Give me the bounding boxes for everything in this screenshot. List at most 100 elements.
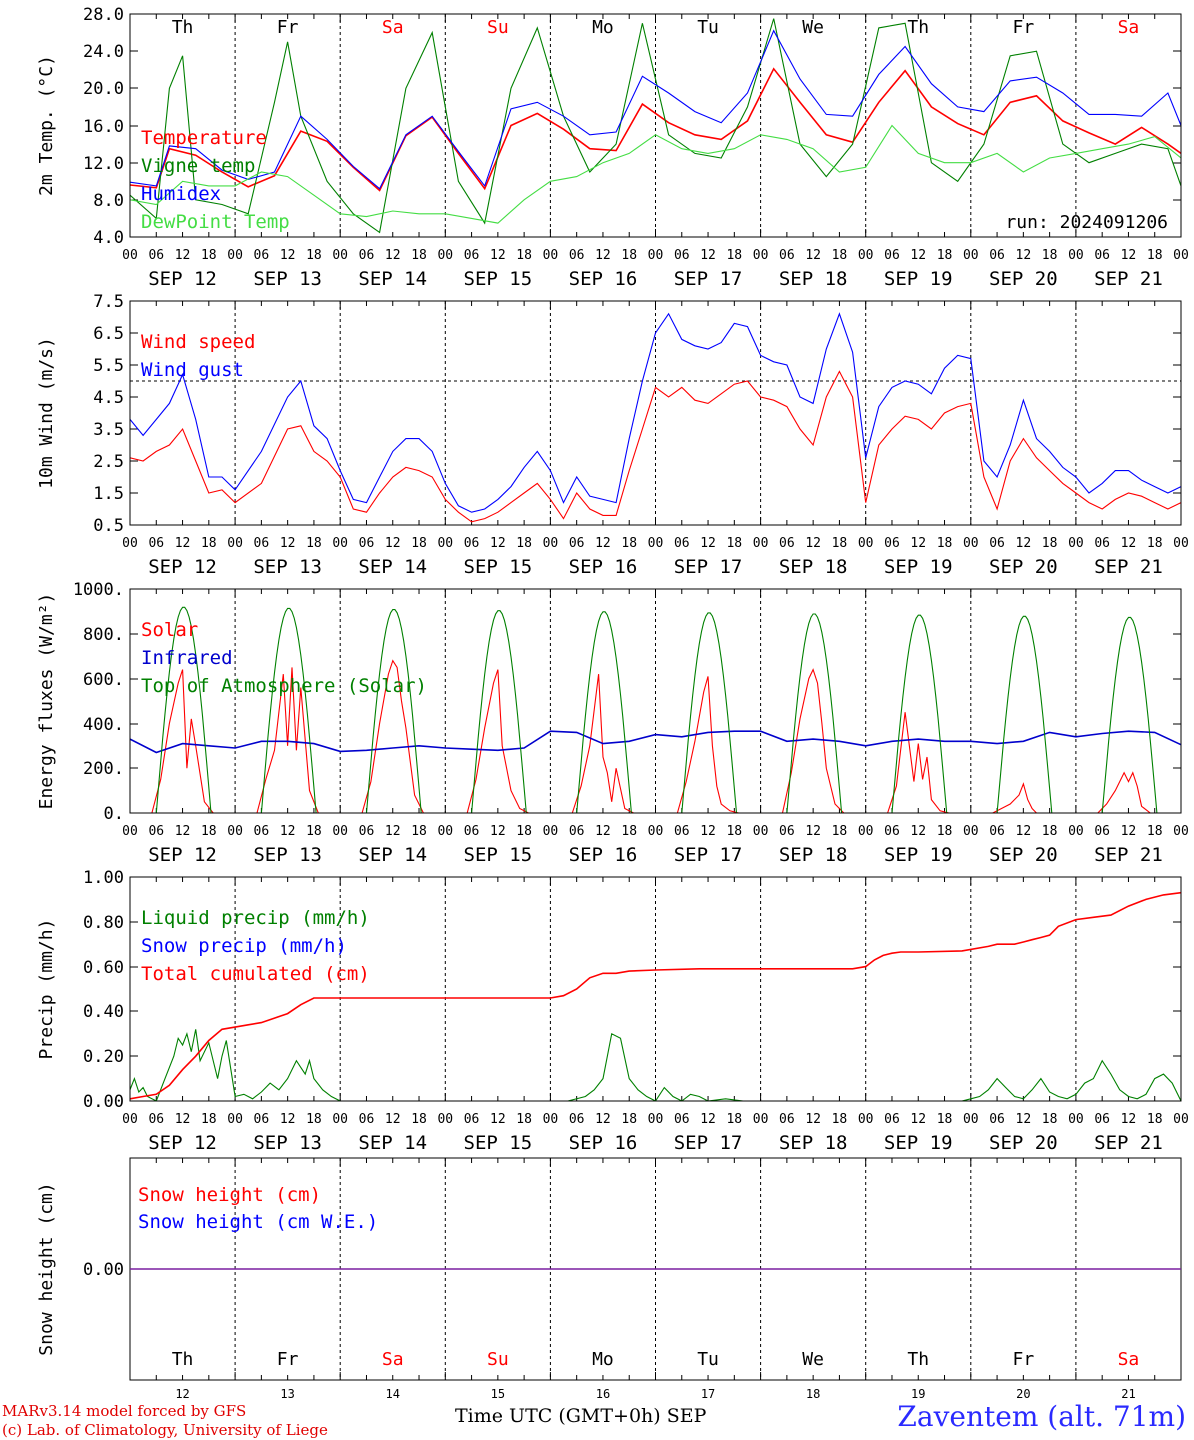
panel-frame bbox=[129, 300, 1182, 526]
hour-tick-label: 18 bbox=[1147, 1112, 1163, 1127]
date-label: SEP 18 bbox=[779, 844, 848, 866]
hour-tick-label: 18 bbox=[937, 248, 953, 263]
hour-tick-label: 18 bbox=[306, 1112, 322, 1127]
day-number-label: 19 bbox=[911, 1387, 925, 1401]
hour-tick-label: 06 bbox=[254, 824, 270, 839]
hour-tick-label: 00 bbox=[963, 536, 979, 551]
hour-tick-label: 00 bbox=[227, 248, 243, 263]
hour-tick-label: 12 bbox=[385, 536, 401, 551]
date-label: SEP 14 bbox=[358, 1132, 427, 1154]
date-label: SEP 15 bbox=[464, 1132, 533, 1154]
hour-tick-label: 00 bbox=[1068, 1112, 1084, 1127]
date-label: SEP 15 bbox=[464, 268, 533, 290]
hour-tick-label: 12 bbox=[700, 824, 716, 839]
legend-entry: Snow precip (mm/h) bbox=[141, 935, 347, 957]
hour-tick-label: 12 bbox=[805, 248, 821, 263]
hour-tick-label: 18 bbox=[621, 248, 637, 263]
date-label: SEP 14 bbox=[358, 844, 427, 866]
hour-tick-label: 00 bbox=[332, 824, 348, 839]
hour-tick-label: 06 bbox=[359, 824, 375, 839]
weekday-label: Tu bbox=[697, 1349, 719, 1370]
hour-tick-label: 06 bbox=[1094, 248, 1110, 263]
hour-tick-label: 06 bbox=[779, 536, 795, 551]
date-label: SEP 12 bbox=[148, 268, 217, 290]
y-tick-label: 0.80 bbox=[83, 913, 124, 933]
hour-tick-label: 18 bbox=[1147, 536, 1163, 551]
hour-tick-label: 12 bbox=[490, 1112, 506, 1127]
legend-entry: Total cumulated (cm) bbox=[141, 963, 370, 985]
hour-tick-label: 06 bbox=[1094, 1112, 1110, 1127]
hour-tick-label: 00 bbox=[753, 824, 769, 839]
hour-tick-label: 00 bbox=[122, 1112, 138, 1127]
y-tick-label: 800. bbox=[83, 625, 124, 645]
hour-tick-label: 18 bbox=[937, 536, 953, 551]
hour-tick-label: 00 bbox=[648, 824, 664, 839]
series-line bbox=[130, 1029, 1181, 1101]
series-line bbox=[130, 67, 1181, 192]
day-number-label: 13 bbox=[280, 1387, 294, 1401]
weekday-label: Fr bbox=[277, 17, 299, 38]
legend-entry: Humidex bbox=[141, 183, 221, 205]
date-label: SEP 12 bbox=[148, 1132, 217, 1154]
hour-tick-label: 00 bbox=[543, 824, 559, 839]
date-label: SEP 13 bbox=[253, 844, 322, 866]
legend-entry: Solar bbox=[141, 619, 198, 641]
hour-tick-label: 06 bbox=[1094, 824, 1110, 839]
date-label: SEP 19 bbox=[884, 268, 953, 290]
hour-tick-label: 00 bbox=[543, 248, 559, 263]
y-tick-label: 6.5 bbox=[93, 324, 124, 344]
hour-tick-label: 00 bbox=[437, 824, 453, 839]
y-tick-label: 20.0 bbox=[83, 79, 124, 99]
y-tick-label: 0. bbox=[104, 804, 124, 824]
y-axis-label: 2m Temp. (°C) bbox=[36, 55, 57, 196]
date-label: SEP 13 bbox=[253, 1132, 322, 1154]
hour-tick-label: 06 bbox=[148, 824, 164, 839]
hour-tick-label: 18 bbox=[726, 1112, 742, 1127]
hour-tick-label: 00 bbox=[648, 1112, 664, 1127]
hour-tick-label: 00 bbox=[227, 1112, 243, 1127]
date-label: SEP 20 bbox=[989, 556, 1058, 578]
y-tick-label: 400. bbox=[83, 715, 124, 735]
y-tick-label: 0.60 bbox=[83, 958, 124, 978]
legend-entry: Liquid precip (mm/h) bbox=[141, 907, 370, 929]
hour-tick-label: 12 bbox=[280, 248, 296, 263]
date-label: SEP 16 bbox=[569, 556, 638, 578]
date-label: SEP 15 bbox=[464, 556, 533, 578]
series-line bbox=[130, 312, 1181, 513]
series-line bbox=[130, 891, 1181, 1100]
hour-tick-label: 00 bbox=[332, 536, 348, 551]
hour-tick-label: 06 bbox=[148, 1112, 164, 1127]
hour-tick-label: 06 bbox=[254, 536, 270, 551]
hour-tick-label: 18 bbox=[411, 824, 427, 839]
y-tick-label: 1.00 bbox=[83, 868, 124, 888]
hour-tick-label: 12 bbox=[700, 248, 716, 263]
hour-tick-label: 00 bbox=[753, 536, 769, 551]
y-tick-label: 3.5 bbox=[93, 420, 124, 440]
hour-tick-label: 00 bbox=[858, 824, 874, 839]
hour-tick-label: 00 bbox=[963, 1112, 979, 1127]
date-label: SEP 12 bbox=[148, 844, 217, 866]
y-tick-label: 0.5 bbox=[93, 516, 124, 536]
weekday-label: Th bbox=[172, 17, 194, 38]
hour-tick-label: 00 bbox=[332, 1112, 348, 1127]
hour-tick-label: 18 bbox=[411, 536, 427, 551]
hour-tick-label: 12 bbox=[385, 1112, 401, 1127]
hour-tick-label: 00 bbox=[858, 248, 874, 263]
hour-tick-label: 12 bbox=[805, 1112, 821, 1127]
date-label: SEP 21 bbox=[1094, 556, 1163, 578]
day-number-label: 12 bbox=[175, 1387, 189, 1401]
hour-tick-label: 00 bbox=[1173, 824, 1189, 839]
hour-tick-label: 12 bbox=[385, 248, 401, 263]
hour-tick-label: 12 bbox=[700, 536, 716, 551]
hour-tick-label: 18 bbox=[1147, 824, 1163, 839]
date-label: SEP 21 bbox=[1094, 844, 1163, 866]
weekday-label: Mo bbox=[592, 17, 614, 38]
hour-tick-label: 06 bbox=[464, 1112, 480, 1127]
hour-tick-label: 00 bbox=[1068, 248, 1084, 263]
hour-tick-label: 12 bbox=[910, 536, 926, 551]
y-tick-label: 200. bbox=[83, 759, 124, 779]
hour-tick-label: 12 bbox=[1121, 536, 1137, 551]
y-tick-label: 24.0 bbox=[83, 42, 124, 62]
legend-entry: Top of Atmosphere (Solar) bbox=[141, 675, 427, 697]
hour-tick-label: 00 bbox=[543, 536, 559, 551]
